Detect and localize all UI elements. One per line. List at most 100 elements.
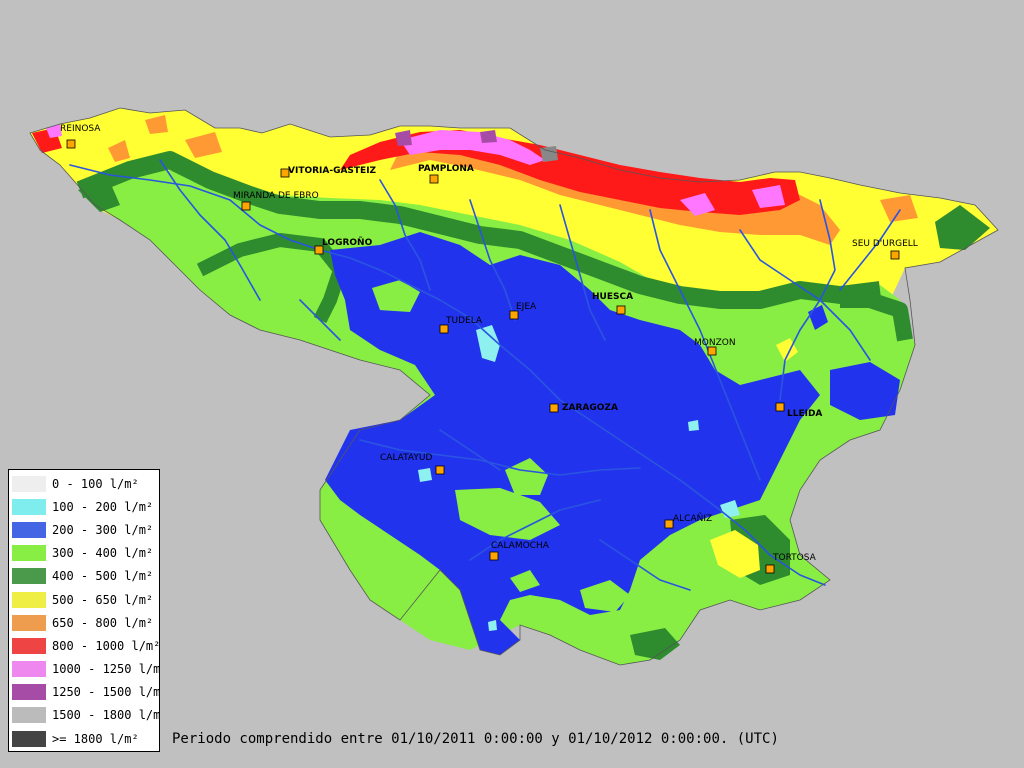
city-miranda-de-ebro: MIRANDA DE EBRO — [233, 191, 319, 211]
legend-swatch — [12, 614, 46, 631]
city-alcaniz: ALCAÑIZ — [664, 513, 712, 529]
city-huesca: HUESCA — [592, 292, 633, 315]
city-marker — [489, 551, 499, 561]
legend-swatch — [12, 730, 46, 747]
city-marker — [66, 139, 76, 149]
city-logrono: LOGROÑO — [314, 237, 373, 255]
city-calatayud: CALATAYUD — [380, 453, 445, 475]
dark-green-band-west — [196, 233, 347, 324]
legend-label: 400 - 500 l/m² — [52, 569, 154, 584]
legend-swatch — [12, 591, 46, 608]
legend-swatch — [12, 521, 46, 538]
cyan-small-3 — [688, 420, 699, 431]
dark-green-westedge — [78, 182, 120, 212]
period-caption: Periodo comprendido entre 01/10/2011 0:0… — [172, 731, 779, 747]
legend-swatch — [12, 707, 46, 724]
city-marker — [616, 305, 626, 315]
legend-label: 300 - 400 l/m² — [52, 546, 154, 561]
city-label: ZARAGOZA — [562, 403, 618, 413]
city-marker — [549, 403, 559, 413]
river-network — [69, 159, 901, 591]
city-label: PAMPLONA — [418, 164, 474, 174]
legend-item: 1250 - 1500 l/m² — [12, 681, 159, 704]
city-marker — [890, 250, 900, 260]
legend-label: 0 - 100 l/m² — [52, 476, 139, 491]
city-label: EJEA — [516, 302, 537, 312]
dark-green-band-east — [840, 292, 913, 342]
legend-item: 1500 - 1800 l/m² — [12, 704, 159, 727]
legend-item: 800 - 1000 l/m² — [12, 634, 159, 657]
purple-patch-1 — [395, 130, 412, 146]
dark-green-south — [630, 628, 680, 660]
legend-item: >= 1800 l/m² — [12, 727, 159, 750]
legend-item: 200 - 300 l/m² — [12, 518, 159, 541]
dark-green-band-north — [76, 151, 882, 309]
city-label: VITORIA-GASTEIZ — [288, 166, 377, 176]
city-label: CALATAYUD — [380, 453, 432, 463]
city-marker — [439, 324, 449, 334]
tributary-1 — [159, 159, 261, 301]
city-marker — [435, 465, 445, 475]
legend-item: 1000 - 1250 l/m² — [12, 658, 159, 681]
city-label: SEU D'URGELL — [852, 239, 918, 249]
legend-swatch — [12, 684, 46, 701]
tributary-8 — [839, 209, 901, 291]
legend-label: >= 1800 l/m² — [52, 731, 139, 746]
orange-northeast — [880, 195, 918, 222]
legend-item: 100 - 200 l/m² — [12, 495, 159, 518]
legend-label: 1000 - 1250 l/m² — [52, 662, 159, 677]
legend-item: 500 - 650 l/m² — [12, 588, 159, 611]
cyan-tudela — [476, 325, 500, 362]
legend-swatch — [12, 545, 46, 562]
city-marker — [775, 402, 785, 412]
tributary-5 — [649, 209, 761, 481]
ebro-river — [69, 164, 826, 586]
yellow-island-tortosa — [710, 530, 760, 578]
legend-swatch — [12, 498, 46, 515]
city-ejea: EJEA — [509, 302, 537, 320]
tributary-2 — [379, 179, 431, 291]
tributary-11 — [299, 299, 341, 341]
city-label: MONZON — [694, 338, 736, 348]
legend-swatch — [12, 568, 46, 585]
green-island-5 — [580, 580, 630, 612]
tributary-9 — [359, 439, 641, 476]
city-lleida: LLEIDA — [775, 402, 822, 419]
city-marker — [280, 168, 290, 178]
city-calamocha: CALAMOCHA — [489, 541, 550, 561]
city-monzon: MONZON — [694, 338, 736, 356]
orange-west-3 — [185, 132, 222, 158]
city-tudela: TUDELA — [439, 316, 483, 334]
city-label: LLEIDA — [787, 409, 822, 419]
legend-item: 400 - 500 l/m² — [12, 565, 159, 588]
city-seu-durgell: SEU D'URGELL — [852, 239, 918, 260]
basin-outline — [29, 107, 999, 666]
city-label: TUDELA — [445, 316, 483, 326]
green-island-2 — [505, 458, 548, 495]
orange-west-1 — [108, 140, 130, 162]
legend-swatch — [12, 661, 46, 678]
tributary-6 — [739, 229, 871, 361]
cyan-small-4 — [488, 620, 497, 631]
green-island-1 — [372, 280, 420, 312]
legend-item: 0 - 100 l/m² — [12, 472, 159, 495]
legend-label: 100 - 200 l/m² — [52, 499, 154, 514]
legend-swatch — [12, 475, 46, 492]
orange-west-2 — [145, 115, 168, 134]
legend-label: 500 - 650 l/m² — [52, 592, 154, 607]
tributary-3 — [469, 199, 516, 321]
legend-panel: 0 - 100 l/m² 100 - 200 l/m² 200 - 300 l/… — [8, 469, 160, 752]
city-zaragoza: ZARAGOZA — [549, 403, 618, 413]
blue-central-area — [325, 232, 820, 655]
city-marker — [765, 564, 775, 574]
city-label: ALCAÑIZ — [673, 513, 712, 524]
city-marker — [314, 245, 324, 255]
city-label: LOGROÑO — [322, 237, 373, 248]
city-marker — [707, 346, 717, 356]
city-label: REINOSA — [60, 124, 101, 134]
green-island-4 — [510, 570, 540, 592]
city-label: CALAMOCHA — [491, 541, 550, 551]
city-vitoria-gasteiz: VITORIA-GASTEIZ — [280, 166, 377, 178]
legend-label: 1250 - 1500 l/m² — [52, 685, 159, 700]
